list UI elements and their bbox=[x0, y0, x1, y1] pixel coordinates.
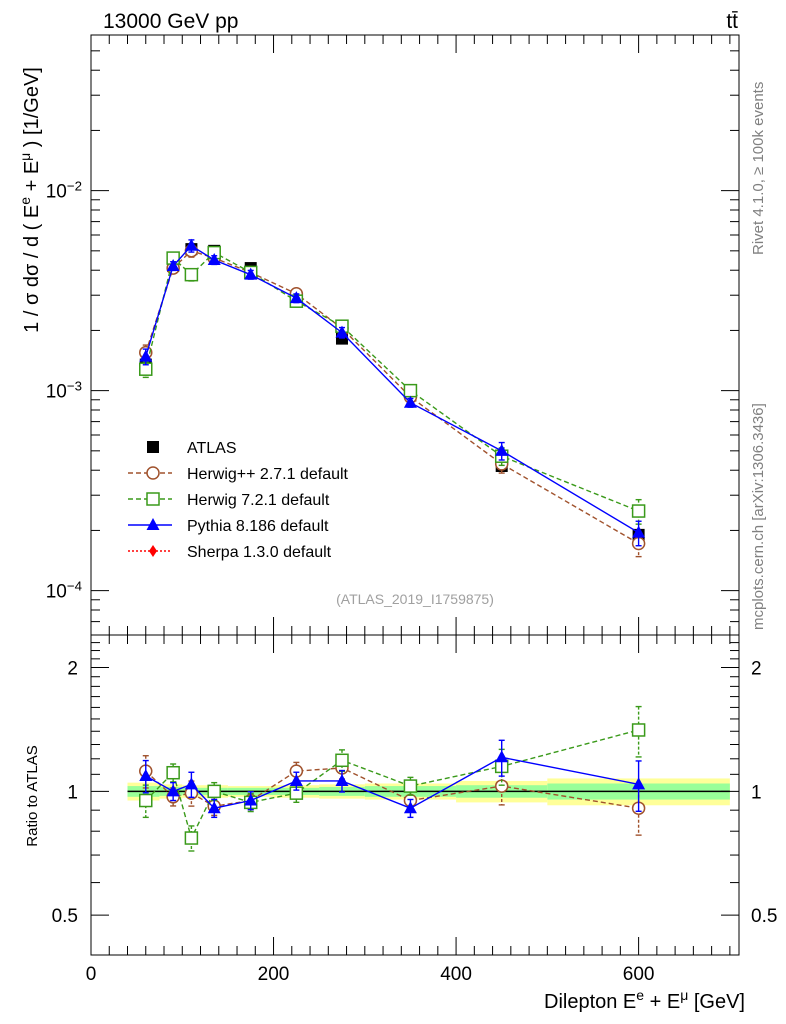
legend-marker bbox=[147, 441, 159, 453]
data-point bbox=[335, 753, 349, 768]
data-point bbox=[631, 504, 646, 518]
data-point bbox=[632, 525, 646, 538]
series-line bbox=[145, 729, 639, 840]
data-point bbox=[403, 395, 417, 408]
main-panel: 10−2 10−3 10−4 (ATLAS_2019_I1759875) 1 / σ… bbox=[17, 34, 740, 636]
x-tick-label: 0 bbox=[86, 964, 97, 985]
y-tick-label: 10−3 bbox=[46, 378, 82, 403]
legend-item: Pythia 8.186 default bbox=[128, 518, 329, 535]
series-pythia bbox=[139, 739, 646, 819]
data-point bbox=[403, 779, 418, 793]
series-line bbox=[145, 244, 639, 534]
series-herwigpppp bbox=[139, 244, 646, 558]
legend-label: Herwig++ 2.7.1 default bbox=[187, 466, 349, 483]
mcplots-label: mcplots.cern.ch [arXiv:1306.3436] bbox=[750, 403, 767, 630]
header-energy: 13000 GeV pp bbox=[103, 10, 238, 33]
data-point bbox=[139, 349, 153, 362]
watermark: (ATLAS_2019_I1759875) bbox=[336, 591, 494, 607]
legend-label: Pythia 8.186 default bbox=[187, 518, 329, 535]
ratio-y-label: Ratio to ATLAS bbox=[24, 745, 41, 846]
data-point bbox=[207, 801, 221, 814]
main-x-ticks bbox=[90, 35, 731, 635]
legend-item: Herwig 7.2.1 default bbox=[128, 492, 330, 509]
data-point bbox=[289, 773, 303, 786]
series-line bbox=[145, 251, 639, 512]
data-point bbox=[632, 777, 646, 790]
ratio-panel: 0.5 0.5 1 1 2 2 0 200 400 600 Ratio to ATLAS bbox=[24, 634, 777, 985]
data-point bbox=[207, 252, 221, 265]
legend-marker bbox=[146, 492, 160, 506]
data-point bbox=[166, 765, 180, 780]
main-y-axis: 10−2 10−3 10−4 bbox=[46, 34, 739, 636]
data-point bbox=[166, 784, 180, 797]
data-point bbox=[184, 777, 198, 790]
x-tick-label: 600 bbox=[623, 964, 655, 985]
y-tick-label: 1 bbox=[67, 782, 78, 803]
data-point bbox=[139, 793, 153, 808]
legend-item: Sherpa 1.3.0 default bbox=[128, 544, 332, 561]
ratio-y-axis: 0.5 0.5 1 1 2 2 bbox=[52, 634, 777, 956]
series-line bbox=[145, 250, 639, 545]
y-tick-label: 0.5 bbox=[52, 906, 78, 927]
header-process: tt̄ bbox=[726, 10, 738, 33]
main-y-label: 1 / σ dσ / d ( Ee + Eμ ) [1/GeV] bbox=[17, 67, 43, 333]
data-point bbox=[403, 383, 418, 398]
y-tick-label: 2 bbox=[751, 659, 762, 680]
x-axis-label: Dilepton Ee + Eμ [GeV] bbox=[544, 987, 745, 1013]
legend-label: Herwig 7.2.1 default bbox=[187, 492, 330, 509]
y-tick-label: 10−4 bbox=[46, 578, 82, 603]
y-tick-label: 10−2 bbox=[46, 178, 82, 203]
ratio-x-axis: 0 200 400 600 bbox=[86, 635, 731, 985]
series-line bbox=[145, 756, 639, 809]
data-point bbox=[139, 768, 153, 781]
y-tick-label: 0.5 bbox=[751, 906, 777, 927]
data-point bbox=[335, 773, 349, 786]
data-point bbox=[495, 750, 509, 763]
legend-label: ATLAS bbox=[187, 440, 237, 457]
legend-label: Sherpa 1.3.0 default bbox=[187, 544, 332, 561]
data-point bbox=[335, 325, 349, 338]
ratio-series-layer bbox=[139, 705, 646, 852]
data-point bbox=[184, 267, 199, 282]
data-point bbox=[244, 267, 258, 280]
legend-marker bbox=[149, 545, 157, 557]
ratio-frame bbox=[90, 634, 740, 956]
legend-marker bbox=[146, 466, 160, 480]
data-point bbox=[166, 258, 180, 271]
legend: ATLAS Herwig++ 2.7.1 default Herwig 7.2.1 … bbox=[128, 440, 349, 561]
data-point bbox=[184, 238, 198, 251]
data-point bbox=[244, 793, 258, 806]
legend-item: Herwig++ 2.7.1 default bbox=[128, 466, 349, 483]
legend-item: ATLAS bbox=[147, 440, 237, 457]
data-point bbox=[207, 784, 221, 799]
series-line bbox=[145, 767, 639, 809]
data-point bbox=[184, 831, 199, 845]
data-point bbox=[631, 723, 646, 737]
x-tick-label: 200 bbox=[258, 964, 290, 985]
data-point bbox=[289, 291, 303, 304]
rivet-label: Rivet 4.1.0, ≥ 100k events bbox=[750, 82, 767, 255]
main-series-layer bbox=[139, 238, 646, 558]
data-point bbox=[495, 443, 509, 456]
data-point bbox=[403, 801, 417, 814]
y-tick-label: 2 bbox=[67, 659, 78, 680]
legend-marker bbox=[146, 518, 160, 530]
series-pythia bbox=[139, 238, 646, 547]
y-tick-label: 1 bbox=[751, 782, 762, 803]
x-tick-label: 400 bbox=[440, 964, 472, 985]
